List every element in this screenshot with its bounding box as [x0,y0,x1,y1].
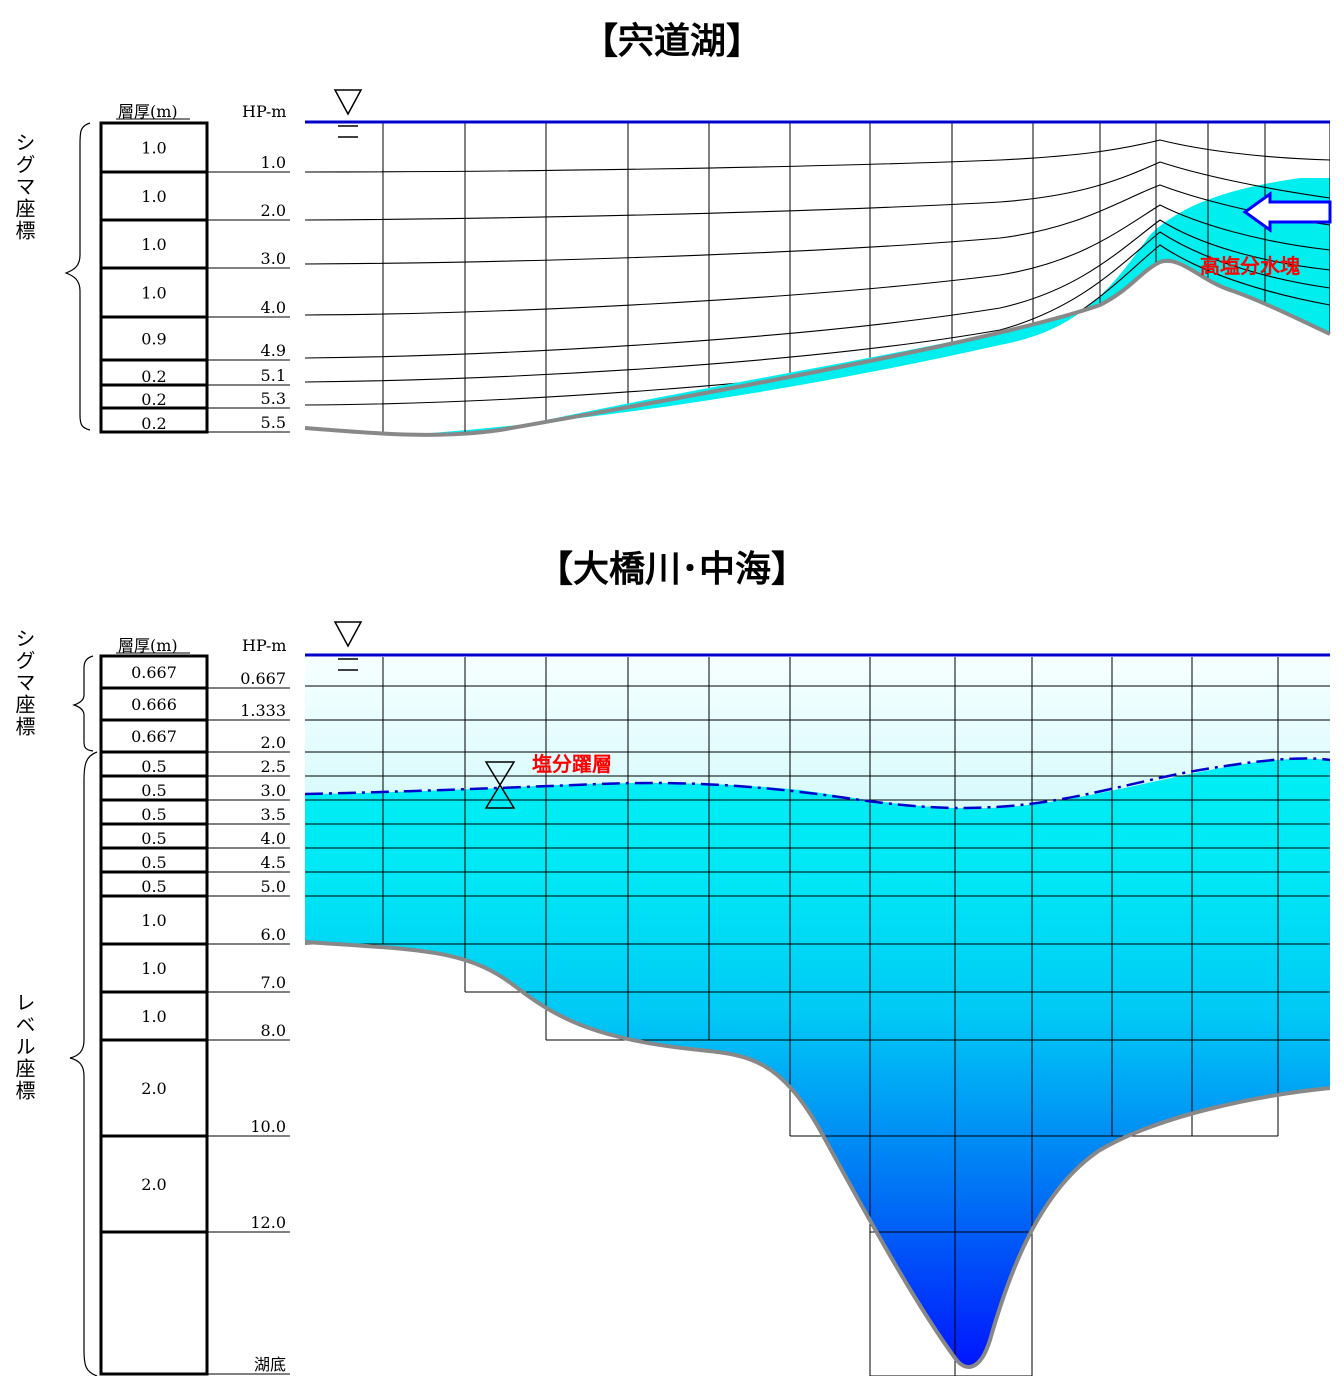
layer-depth-value: 10.0 [250,1117,286,1136]
layer-thickness-value: 0.5 [141,757,166,776]
hp-header-bottom: HP-m [242,636,286,655]
layer-depth-value: 3.0 [261,249,286,268]
layer-thickness-value: 0.5 [141,853,166,872]
layer-depth-value: 2.0 [261,201,286,220]
water-level-symbol-bottom [333,621,363,671]
layer-thickness-value: 2.0 [141,1079,166,1098]
panel-title-shinji: 【宍道湖】 [581,21,762,62]
lake-bed-bottom [304,940,1331,1369]
layer-thickness-value: 0.5 [141,781,166,800]
water-level-symbol-top [333,89,363,138]
layer-depth-value: 0.667 [240,669,286,688]
sigma-brace-top [64,122,91,431]
layer-depth-value: 7.0 [261,973,286,992]
inflow-arrow-icon [1242,191,1332,233]
layer-depth-value: 3.5 [261,805,286,824]
layer-depth-value: 1.333 [240,701,286,720]
layer-depth-value: 5.5 [261,413,286,432]
high-salinity-water-top [420,178,1330,434]
layer-depth-value: 湖底 [254,1355,286,1374]
layer-depth-value: 1.0 [261,153,286,172]
layer-thickness-value: 1.0 [141,1007,166,1026]
sigma-brace-bottom [72,655,94,752]
sigma-coordinate-text: シグマ座標 [12,132,36,242]
level-coordinate-text: レベル座標 [12,992,36,1102]
layer-thickness-value: 1.0 [141,139,166,158]
layer-column-top: 1.0 1.0 1.0 2.0 1.0 3.0 1.0 4.0 0.9 4.9 0.2 5.1 0.2 5… [99,121,290,434]
layer-depth-value: 4.5 [261,853,286,872]
layer-depth-value: 4.0 [261,829,286,848]
layer-thickness-value: 2.0 [141,1175,166,1194]
layer-column-bottom: 0.667 0.667 0.666 1.333 0.667 2.0 0.5 2.5 0.5 3.0… [99,654,290,1376]
level-brace [69,751,98,1376]
layer-thickness-value: 0.2 [141,390,166,409]
halocline-line [304,757,1331,810]
layer-depth-value: 6.0 [261,925,286,944]
halocline-symbol-icon [484,761,516,809]
layer-thickness-value: 0.667 [131,663,177,682]
sigma-coordinate-text-bottom: シグマ座標 [12,628,36,738]
layer-thickness-value: 0.666 [131,695,177,714]
layer-depth-value: 8.0 [261,1021,286,1040]
layer-thickness-value: 0.5 [141,877,166,896]
lake-bed-top [304,258,1331,437]
sigma-coordinate-label-top: シグマ座標 [12,132,36,242]
panel-title-ohashi-nakaumi: 【大橋川･中海】 [536,549,807,590]
layer-depth-value: 3.0 [261,781,286,800]
layer-thickness-value: 1.0 [141,187,166,206]
layer-depth-value: 4.9 [261,341,286,360]
layer-thickness-value: 1.0 [141,235,166,254]
layer-thickness-value: 0.5 [141,805,166,824]
layer-thickness-value: 0.667 [131,727,177,746]
layer-depth-value: 2.5 [261,757,286,776]
layer-depth-value: 5.1 [261,366,286,385]
grid-top [305,122,1330,435]
layer-thickness-header-bottom: 層厚(m) [118,636,178,655]
layer-thickness-value: 0.9 [141,330,166,349]
layer-thickness-value: 1.0 [141,284,166,303]
halocline-label: 塩分躍層 [532,752,612,776]
layer-thickness-header-top: 層厚(m) [118,102,178,121]
layer-thickness-value: 0.2 [141,367,166,386]
layer-depth-value: 12.0 [250,1213,286,1232]
layer-depth-value: 4.0 [261,298,286,317]
high-salinity-label: 高塩分水塊 [1200,254,1300,278]
water-body-bottom [305,657,1330,1367]
layer-depth-value: 5.0 [261,877,286,896]
layer-thickness-value: 0.2 [141,414,166,433]
hp-header-top: HP-m [242,102,286,121]
layer-thickness-value: 1.0 [141,911,166,930]
layer-depth-value: 5.3 [261,389,286,408]
grid-bottom [305,657,1330,1376]
layer-thickness-value: 1.0 [141,959,166,978]
layer-thickness-value: 0.5 [141,829,166,848]
layer-depth-value: 2.0 [261,733,286,752]
